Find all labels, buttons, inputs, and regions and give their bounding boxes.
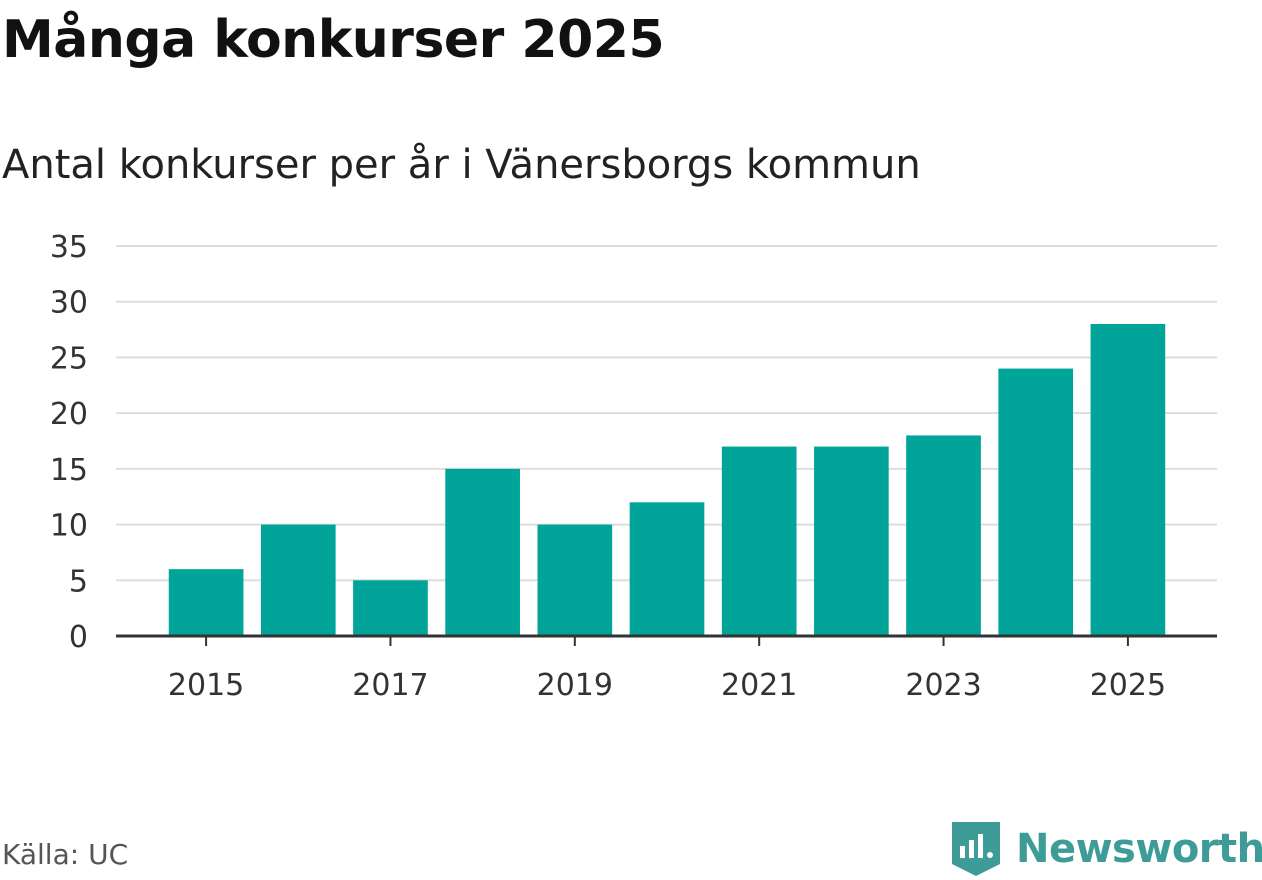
newsworthy-logo-icon: [952, 822, 1000, 876]
x-axis-ticks: 2015 2017 2019 2021 2023 2025: [168, 636, 1166, 703]
y-axis-ticks: 0 5 10 15 20 25 30 35: [50, 230, 88, 655]
y-tick-label: 20: [50, 397, 88, 432]
x-tick-label: 2015: [168, 668, 244, 703]
x-tick-label: 2019: [537, 668, 613, 703]
bar-2016: [260, 524, 336, 636]
source-note: Källa: UC: [2, 838, 129, 871]
bar-2025: [1090, 324, 1166, 636]
y-tick-label: 35: [50, 230, 88, 265]
y-tick-label: 25: [50, 341, 88, 376]
y-tick-label: 15: [50, 453, 88, 488]
bar-2023: [906, 435, 981, 636]
y-tick-label: 5: [69, 564, 88, 599]
x-tick-label: 2017: [352, 668, 428, 703]
bar-2020: [629, 502, 705, 636]
x-tick-label: 2021: [721, 668, 797, 703]
bar-2021: [721, 446, 797, 636]
bar-2017: [353, 580, 428, 636]
bar-2015: [168, 569, 244, 636]
bar-2024: [998, 368, 1074, 636]
bar-2019: [537, 524, 613, 636]
x-tick-label: 2023: [905, 668, 981, 703]
y-tick-label: 10: [50, 509, 88, 544]
bar-2018: [445, 468, 520, 636]
bars: [168, 324, 1166, 636]
y-tick-label: 0: [69, 620, 88, 655]
chart-title: Många konkurser 2025: [2, 10, 665, 70]
bar-2022: [814, 446, 889, 636]
brand: Newsworthy: [950, 818, 1262, 880]
x-tick-label: 2025: [1090, 668, 1166, 703]
chart-subtitle: Antal konkurser per år i Vänersborgs kom…: [2, 142, 921, 188]
y-tick-label: 30: [50, 286, 88, 321]
brand-name: Newsworthy: [1016, 826, 1262, 872]
